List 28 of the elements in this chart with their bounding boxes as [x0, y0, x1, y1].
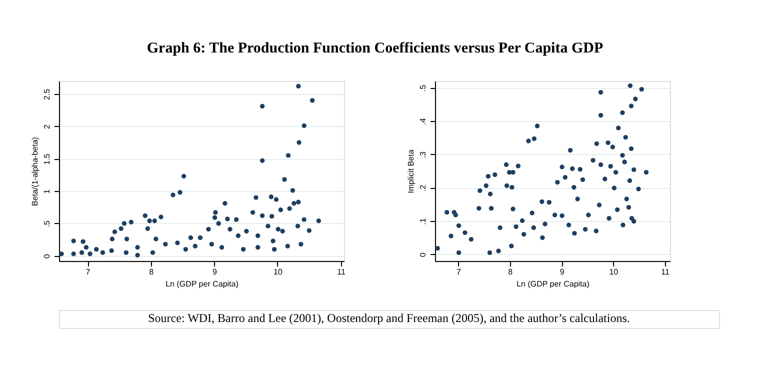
y-tick-label: .4 — [418, 118, 428, 125]
y-tick-label: .5 — [418, 84, 428, 92]
y-axis-title: Beta/(1-alpha-beta) — [30, 136, 40, 206]
x-tick-label: 11 — [337, 268, 346, 276]
x-tick-label: 11 — [661, 268, 670, 276]
y-tick-label: .3 — [418, 150, 428, 158]
y-tick-label: 0 — [418, 252, 428, 258]
x-tick-label: 10 — [609, 268, 619, 276]
y-tick-label: .5 — [42, 220, 52, 228]
x-tick-label: 8 — [149, 268, 154, 276]
x-axis-title: Ln (GDP per Capita) — [166, 280, 239, 288]
y-tick-label: .2 — [418, 184, 428, 192]
x-tick-label: 7 — [86, 268, 91, 276]
text: Graph 6: The Production Function Coefficients versus Per Capita GDP — [146, 40, 604, 56]
y-tick-label: 2 — [42, 124, 52, 130]
x-tick-label: 8 — [508, 268, 514, 276]
x-tick-label: 9 — [560, 268, 565, 276]
y-tick-label: 1.5 — [42, 153, 52, 165]
x-tick-label: 9 — [212, 268, 218, 276]
y-tick-label: 0 — [42, 254, 52, 259]
x-axis-title: Ln (GDP per Capita) — [516, 280, 590, 288]
x-tick-label: 7 — [456, 268, 462, 276]
y-tick-label: 1 — [42, 188, 52, 194]
y-axis-title: Implicit Beta — [406, 149, 416, 194]
source-note: Source: WDI, Barro and Lee (2001), Oostendorp and Freeman (2005), and the author’s calculations. — [148, 311, 630, 325]
x-tick-label: 10 — [274, 268, 283, 276]
y-tick-label: .1 — [418, 218, 428, 225]
y-tick-label: 2.5 — [42, 88, 52, 100]
